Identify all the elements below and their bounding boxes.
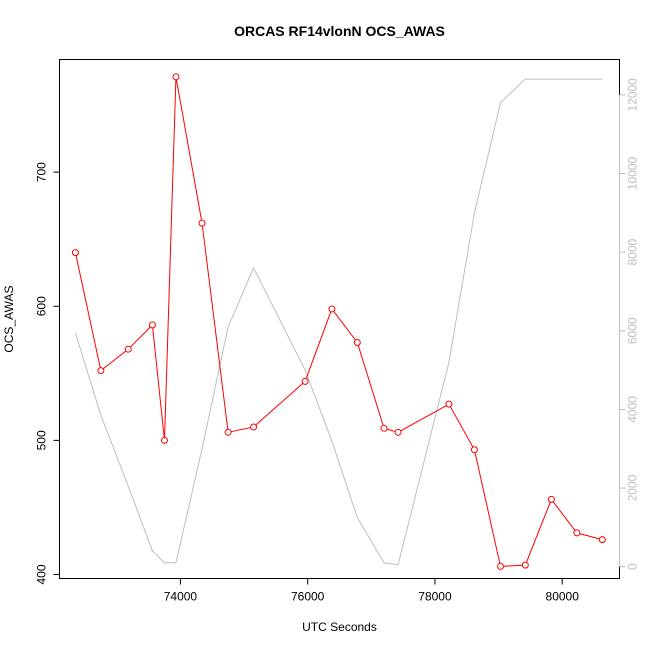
x-tick-label: 74000 [164,590,198,604]
y2-tick-label: 0 [626,563,640,570]
data-point [394,428,402,436]
series-layer [71,73,606,570]
data-point [198,219,206,227]
y-axis-label: OCS_AWAS [2,285,16,352]
data-point [148,321,156,329]
x-tick-label: 80000 [546,590,580,604]
data-point [497,562,504,570]
y-axis: 400 500 600 700 [35,162,60,584]
x-tick-label: 78000 [418,590,452,604]
data-point [547,495,555,503]
left-axis-series-line [74,76,603,567]
data-point [172,73,180,81]
x-tick-label: 76000 [291,590,325,604]
data-point [301,377,309,385]
y2-tick-label: 8000 [626,238,640,265]
y-tick-label: 700 [35,162,49,182]
y-tick-label: 400 [35,564,49,584]
data-point [71,249,79,257]
x-axis: 74000 76000 78000 80000 [164,578,580,604]
data-point [97,367,105,375]
data-point [353,338,361,346]
data-point [470,446,478,454]
data-point [328,305,336,313]
y-tick-label: 600 [35,296,49,316]
data-point [573,529,581,537]
data-point [380,424,388,432]
y2-tick-label: 12000 [626,78,640,112]
y2-tick-label: 10000 [626,157,640,191]
y2-tick-label: 4000 [626,396,640,423]
data-point [161,436,168,444]
y-tick-label: 500 [35,430,49,450]
right-axis-series-line [74,78,603,566]
data-point [445,400,453,408]
x-axis-label: UTC Seconds [302,620,377,634]
data-point [598,536,606,544]
y2-axis: 0 2000 4000 6000 8000 10000 12000 [619,78,640,570]
data-point [224,428,232,436]
chart-title: ORCAS RF14vlonN OCS_AWAS [234,23,445,39]
y2-tick-label: 2000 [626,474,640,501]
data-point [124,345,132,353]
data-point [521,561,529,569]
data-point [250,423,258,431]
y2-tick-label: 6000 [626,317,640,344]
